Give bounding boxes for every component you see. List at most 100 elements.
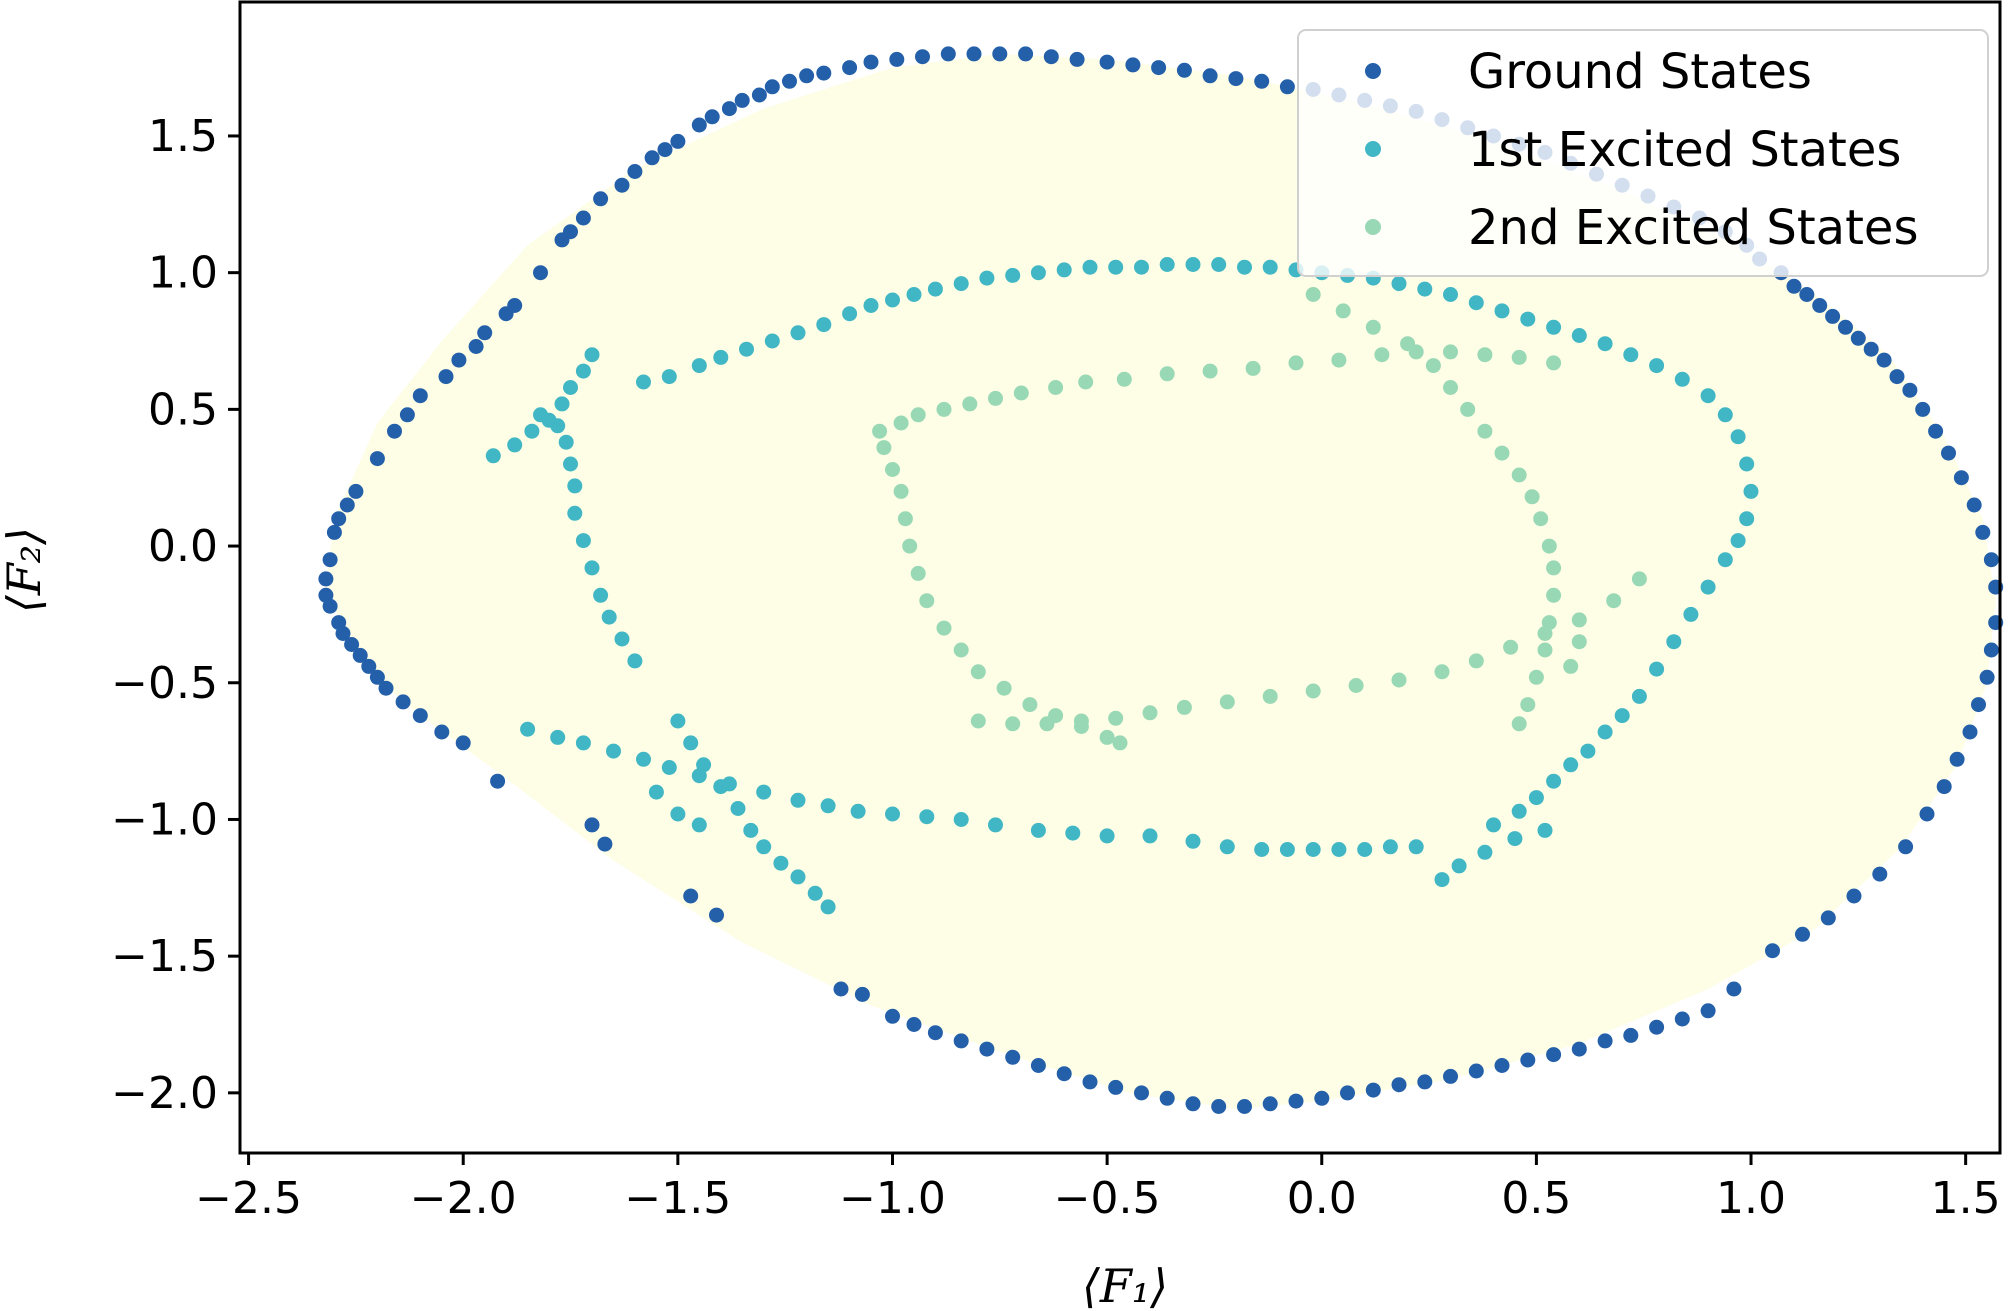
y-tick-label: 1.5 [148,111,218,162]
data-point [584,560,600,576]
data-point [1743,483,1759,499]
data-point [1314,1090,1330,1106]
data-point [1546,773,1562,789]
x-tick-label: −2.0 [410,1173,517,1224]
data-point [872,423,888,439]
data-point [1571,328,1587,343]
data-point [1348,678,1364,693]
data-point [1056,262,1072,278]
data-point [1018,46,1034,62]
data-point [661,369,677,385]
data-point [369,451,385,467]
data-point [485,448,501,464]
data-point [790,325,806,341]
data-point [1434,664,1450,680]
data-point [1511,716,1527,732]
data-point [318,571,334,587]
data-point [1443,380,1458,395]
data-point [1151,60,1167,76]
data-point [1237,259,1252,275]
data-point [885,1008,900,1024]
plot-area [238,0,2004,1155]
data-point [584,817,600,833]
data-point [691,358,707,374]
data-point [575,210,591,226]
x-tick-label: 0.5 [1501,1173,1571,1224]
data-point [992,46,1008,62]
legend-label-ground-states: Ground States [1468,44,1812,100]
data-point [1477,423,1493,439]
data-point [1700,579,1716,595]
data-point [713,779,729,795]
data-point [648,784,664,800]
data-point [1331,842,1347,857]
data-point [1254,73,1270,89]
data-point [1765,943,1780,959]
data-point [554,396,570,412]
data-point [533,265,548,281]
data-point [863,54,879,70]
data-point [1541,615,1557,631]
data-point [773,855,789,871]
data-point [1099,828,1115,844]
data-point [889,51,905,67]
data-point [1022,697,1038,713]
data-point [721,101,737,117]
data-point [1730,533,1746,549]
data-point [1537,822,1553,838]
data-point [550,418,566,434]
data-point [1065,825,1081,841]
data-point [455,735,471,751]
data-point [1674,1011,1690,1027]
data-point [1546,587,1562,603]
data-point [893,415,909,431]
data-point [575,363,591,379]
data-point [816,317,832,333]
data-point [1434,872,1450,888]
data-point [1563,658,1579,674]
data-point [1812,298,1828,313]
x-tick-label: −1.5 [624,1173,731,1224]
y-tick-label: −0.5 [111,658,218,709]
y-tick-label: 0.5 [148,384,218,435]
data-point [1099,729,1115,745]
data-point [1486,817,1501,833]
data-point [1005,1049,1021,1065]
data-point [1331,352,1347,368]
data-point [1159,366,1175,382]
data-point [940,46,956,62]
data-point [361,658,377,674]
data-point [1623,1027,1639,1043]
data-point [1176,62,1192,78]
data-point [507,437,523,453]
data-point [412,388,428,404]
data-point [1219,694,1235,710]
data-point [1134,1085,1149,1101]
data-point [1898,839,1914,855]
y-tick-label: −1.0 [111,794,218,845]
data-point [1683,606,1699,622]
legend-label-2nd-excited-states: 2nd Excited States [1468,200,1918,256]
data-point [915,49,930,65]
data-point [902,538,918,554]
data-point [1983,642,1999,658]
data-point [1511,467,1527,483]
data-point [1623,347,1639,363]
data-point [1477,844,1493,860]
data-point [1520,311,1536,327]
data-point [1717,407,1733,423]
data-point [1391,276,1407,292]
data-point [1876,352,1892,368]
data-point [1511,803,1527,819]
data-point [756,839,772,855]
legend-box [1297,29,1989,277]
data-point [636,751,651,767]
data-point [1374,347,1390,363]
data-point [739,341,754,357]
data-point [1966,497,1982,513]
data-point [567,478,583,494]
data-point [1786,278,1802,294]
data-point [1030,265,1046,281]
data-point [696,757,712,773]
